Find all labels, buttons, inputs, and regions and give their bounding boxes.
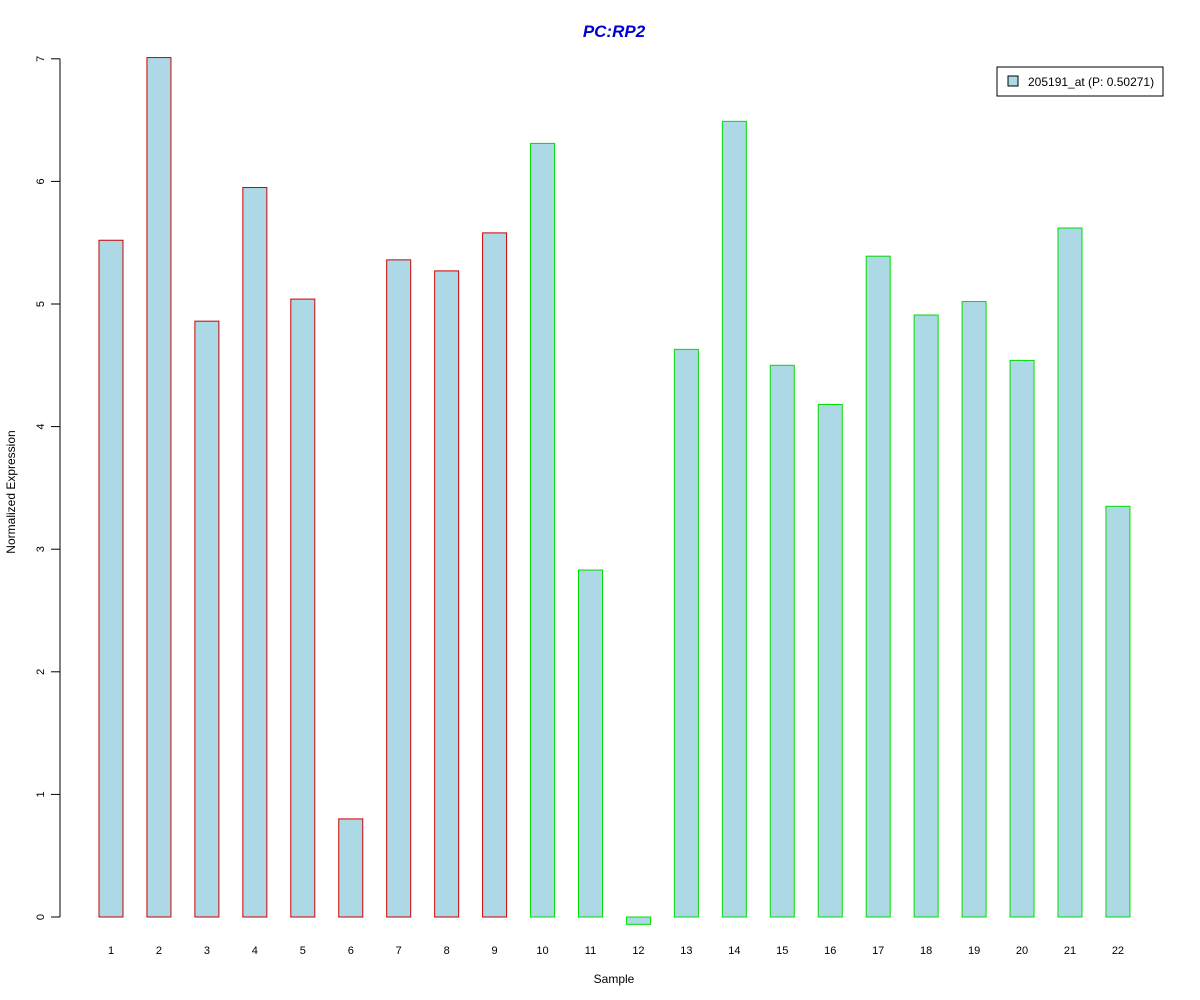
y-tick-label: 3	[35, 546, 47, 552]
x-tick-label: 9	[492, 945, 498, 957]
bar-sample-3	[194, 320, 220, 918]
y-tick-label: 1	[35, 791, 47, 797]
bar-sample-21	[1057, 227, 1083, 918]
bar-sample-19	[961, 301, 987, 918]
bar-sample-15	[769, 364, 795, 918]
x-tick-label: 19	[968, 945, 980, 957]
x-tick-label: 10	[536, 945, 548, 957]
x-tick-label: 7	[396, 945, 402, 957]
y-tick-label: 7	[35, 56, 47, 62]
chart-title: PC:RP2	[583, 22, 646, 41]
bar-sample-2	[146, 57, 172, 918]
bar-sample-17	[865, 255, 891, 918]
bar-sample-1	[98, 239, 124, 918]
bar-sample-10	[530, 142, 556, 918]
y-tick-label: 4	[35, 424, 47, 430]
legend-label: 205191_at (P: 0.50271)	[1028, 75, 1154, 89]
bar-sample-13	[673, 348, 699, 918]
x-tick-label: 21	[1064, 945, 1076, 957]
bar-sample-14	[721, 120, 747, 918]
x-tick-label: 16	[824, 945, 836, 957]
legend: 205191_at (P: 0.50271)	[996, 66, 1164, 97]
x-axis-label: Sample	[594, 972, 635, 986]
x-tick-label: 2	[156, 945, 162, 957]
y-tick-label: 5	[35, 301, 47, 307]
x-tick-label: 6	[348, 945, 354, 957]
bar-sample-18	[913, 314, 939, 918]
x-tick-label: 18	[920, 945, 932, 957]
bar-sample-16	[817, 404, 843, 918]
y-tick-label: 0	[35, 914, 47, 920]
bar-sample-11	[578, 569, 603, 918]
x-tick-label: 20	[1016, 945, 1028, 957]
bar-sample-9	[482, 232, 508, 918]
bars	[98, 57, 1131, 925]
bar-sample-22	[1105, 505, 1131, 918]
x-tick-label: 4	[252, 945, 258, 957]
legend-swatch	[1007, 75, 1019, 87]
x-tick-label: 22	[1112, 945, 1124, 957]
bar-sample-12	[625, 916, 651, 925]
x-tick-label: 1	[108, 945, 114, 957]
bar-sample-20	[1009, 359, 1035, 918]
x-tick-label: 3	[204, 945, 210, 957]
legend-box	[996, 66, 1164, 97]
x-tick-label: 8	[444, 945, 450, 957]
bar-sample-6	[338, 818, 364, 918]
bar-sample-8	[434, 270, 460, 918]
y-axis-label: Normalized Expression	[4, 430, 18, 553]
bar-sample-4	[242, 187, 268, 918]
x-tick-label: 5	[300, 945, 306, 957]
x-tick-label: 13	[680, 945, 692, 957]
x-tick-label: 12	[632, 945, 644, 957]
x-tick-label: 14	[728, 945, 740, 957]
x-tick-label: 11	[585, 945, 596, 957]
y-tick-label: 6	[35, 178, 47, 184]
y-tick-label: 2	[35, 669, 47, 675]
x-axis-tick-labels: 1 2 3 4 5 6 7 8 9 10 11 12 13 14 15 16 17 18 19 20 21 22	[108, 945, 1124, 957]
x-tick-label: 17	[872, 945, 884, 957]
bar-sample-5	[290, 298, 316, 918]
y-axis: 0 1 2 3 4 5 6 7	[35, 56, 61, 920]
bar-sample-7	[386, 259, 412, 918]
x-tick-label: 15	[776, 945, 788, 957]
